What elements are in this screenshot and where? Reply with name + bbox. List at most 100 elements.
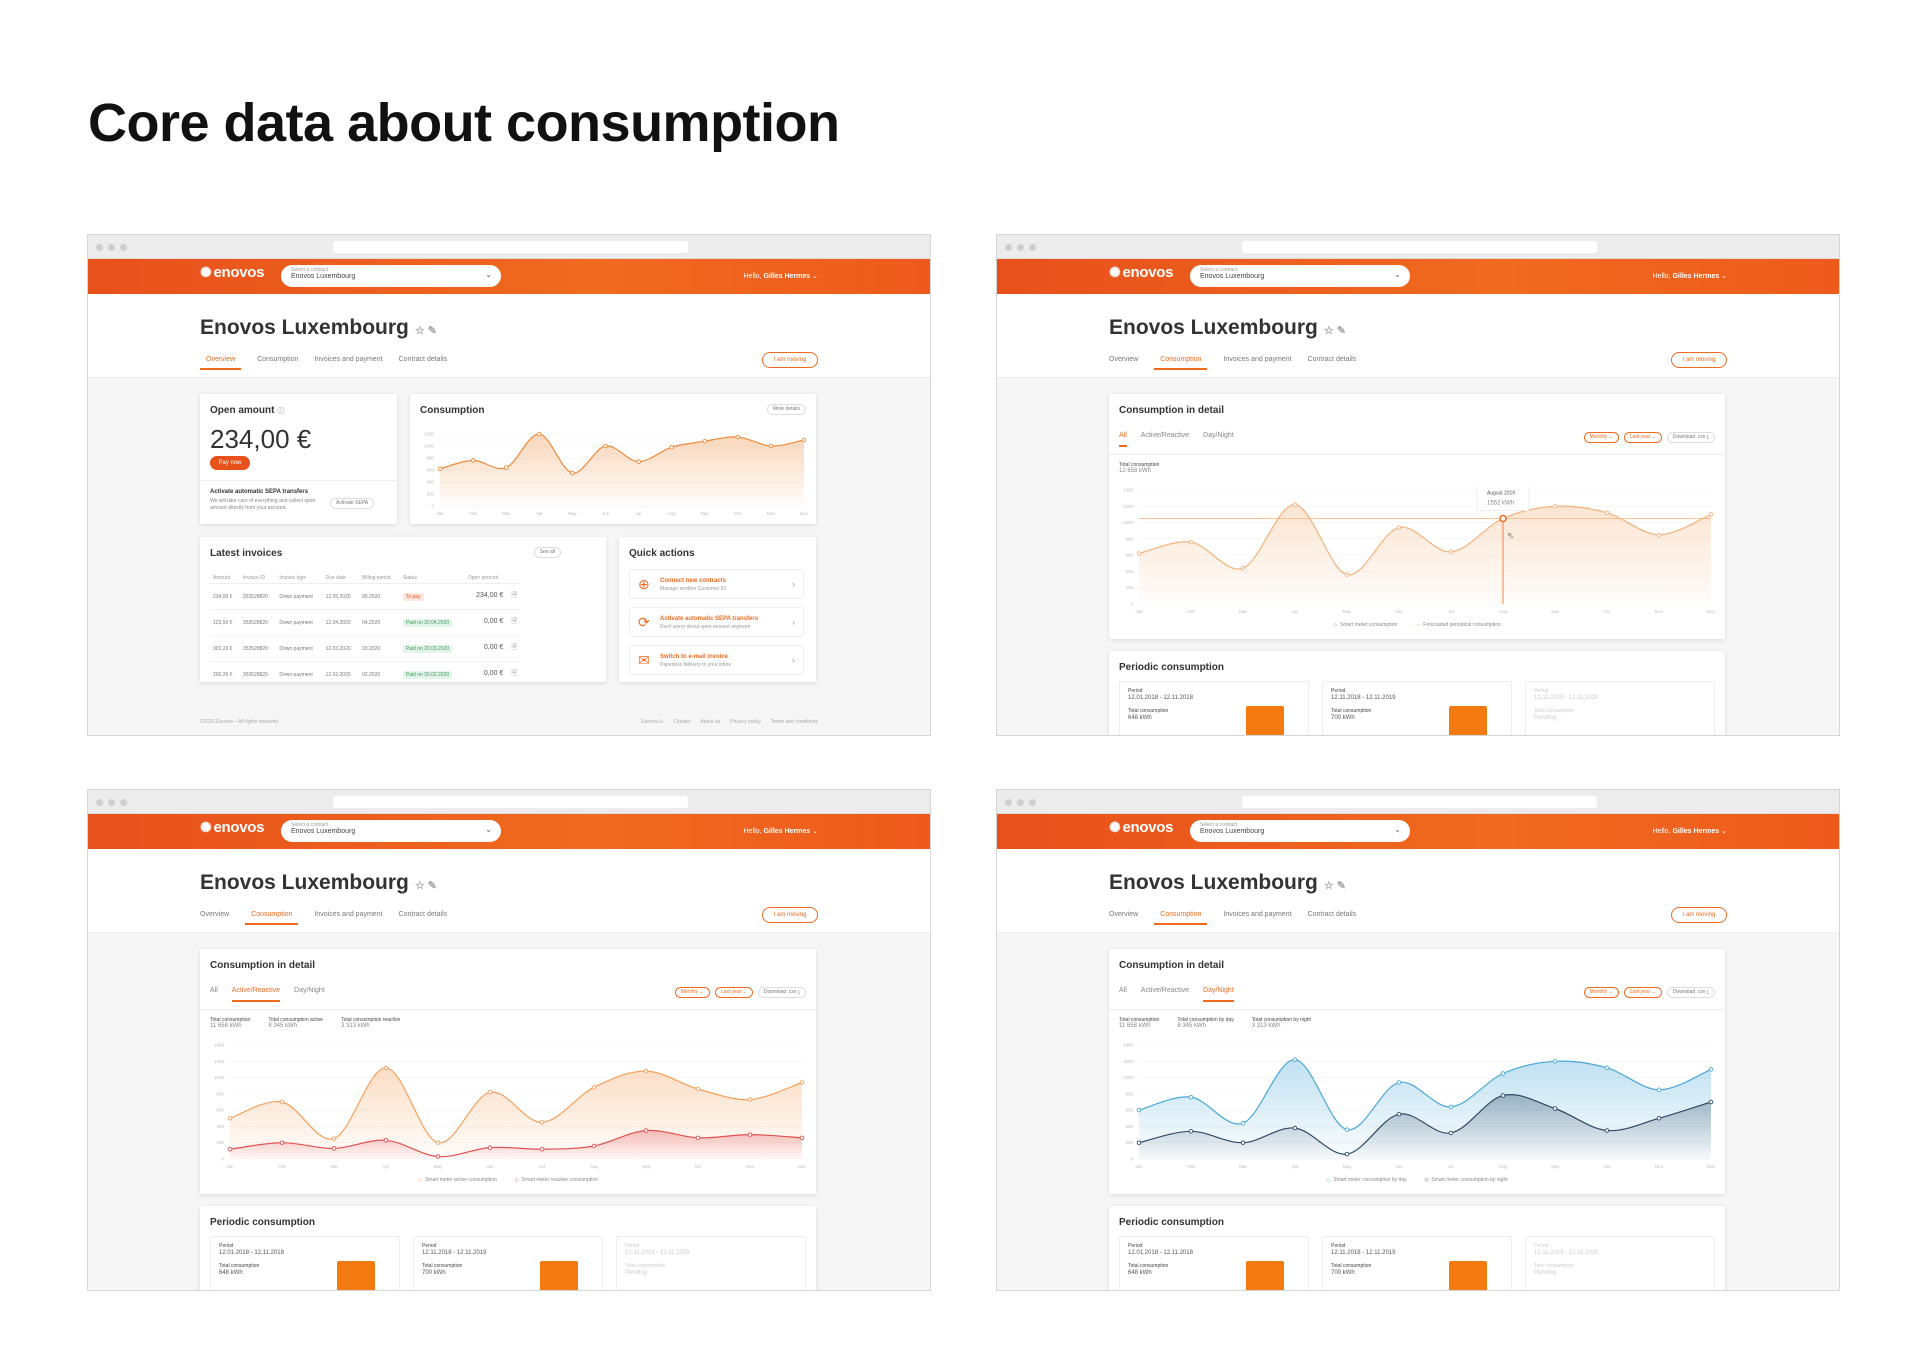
table-row[interactable]: 123,50 €353528820 Down payment 12.04.2020 0… bbox=[210, 609, 520, 636]
tab-contract-details[interactable]: Contract details bbox=[398, 911, 448, 918]
data-point[interactable] bbox=[1292, 1057, 1298, 1062]
data-point[interactable] bbox=[1240, 1120, 1246, 1126]
data-point[interactable] bbox=[331, 1136, 337, 1141]
tab-consumption[interactable]: Consumption bbox=[245, 911, 299, 925]
data-point[interactable] bbox=[435, 1140, 441, 1145]
data-point[interactable] bbox=[1708, 1067, 1714, 1072]
url-bar[interactable] bbox=[333, 796, 688, 808]
legend-item[interactable]: ◇ Smart meter consumption by day bbox=[1326, 1177, 1406, 1183]
window-dot-icon[interactable] bbox=[120, 244, 127, 251]
data-point[interactable] bbox=[669, 444, 674, 450]
data-point[interactable] bbox=[591, 1085, 597, 1090]
data-point[interactable] bbox=[1344, 572, 1350, 577]
data-point[interactable] bbox=[1708, 512, 1714, 517]
contract-select[interactable]: Select a contract Enovos Luxembourg ⌄ bbox=[1190, 265, 1410, 287]
monthly-select[interactable]: Monthly ⌄ bbox=[1583, 987, 1619, 998]
tab-consumption[interactable]: Consumption bbox=[257, 356, 299, 363]
subtab-active-reactive[interactable]: Active/Reactive bbox=[1140, 987, 1190, 994]
column-header[interactable]: Status bbox=[399, 573, 465, 584]
enovos-logo[interactable]: ✺ enovos bbox=[200, 819, 264, 836]
data-point[interactable] bbox=[1344, 1127, 1350, 1132]
activate-sepa-button[interactable]: Activate SEPA bbox=[330, 498, 375, 509]
legend-item[interactable]: ◇ Smart meter reactive consumption bbox=[515, 1177, 598, 1183]
window-dot-icon[interactable] bbox=[96, 244, 103, 251]
legend-item[interactable]: — Forecasted periodical consumption bbox=[1415, 622, 1501, 628]
data-point[interactable] bbox=[1604, 1065, 1610, 1071]
download-csv-button[interactable]: Download .csv ⤓ bbox=[1666, 987, 1715, 998]
table-row[interactable]: 301,23 €353528820 Down payment 12.03.2020 0… bbox=[210, 635, 520, 662]
contract-select[interactable]: Select a contract Enovos Luxembourg ⌄ bbox=[1190, 820, 1410, 842]
footer-link[interactable]: Enovos.lu bbox=[641, 719, 664, 725]
tab-invoices-and-payment[interactable]: Invoices and payment bbox=[314, 356, 383, 363]
star-icon[interactable]: ☆ bbox=[414, 325, 425, 337]
data-point[interactable] bbox=[1552, 1106, 1558, 1111]
url-bar[interactable] bbox=[1242, 796, 1597, 808]
pay-now-button[interactable]: Pay now bbox=[210, 456, 250, 470]
legend-item[interactable]: ◇ Smart meter consumption by night bbox=[1425, 1177, 1508, 1183]
data-point[interactable] bbox=[1656, 1116, 1662, 1121]
period-card[interactable]: Period 12.11.2019 - 12.11.2020 Total consu… bbox=[1525, 681, 1715, 735]
table-row[interactable]: 200,26 €353528820 Down payment 12.02.2020 0… bbox=[210, 661, 520, 688]
tab-invoices-and-payment[interactable]: Invoices and payment bbox=[1223, 911, 1292, 918]
data-point[interactable] bbox=[383, 1138, 389, 1143]
data-point[interactable] bbox=[1656, 532, 1662, 538]
data-point[interactable] bbox=[1292, 1125, 1298, 1131]
period-card[interactable]: Period 12.01.2018 - 12.11.2018 Total consu… bbox=[1119, 681, 1309, 735]
data-point[interactable] bbox=[643, 1128, 649, 1133]
data-point[interactable] bbox=[799, 1135, 805, 1141]
data-point[interactable] bbox=[1188, 1129, 1194, 1134]
tab-contract-details[interactable]: Contract details bbox=[1307, 356, 1357, 363]
legend-item[interactable]: ◇ Smart meter consumption bbox=[1333, 622, 1397, 628]
column-header[interactable]: Invoice ID bbox=[239, 573, 277, 584]
data-point[interactable] bbox=[279, 1099, 285, 1105]
quick-action-item[interactable]: ⊕ Connect new contracts Manage another Cus… bbox=[629, 569, 804, 599]
period-card[interactable]: Period 12.01.2018 - 12.11.2018 Total consu… bbox=[1119, 1236, 1309, 1290]
period-card[interactable]: Period 12.11.2019 - 12.11.2020 Total consu… bbox=[616, 1236, 806, 1290]
data-point[interactable] bbox=[695, 1135, 701, 1141]
edit-icon[interactable]: ✎ bbox=[1336, 880, 1346, 892]
window-dot-icon[interactable] bbox=[108, 799, 115, 806]
data-point[interactable] bbox=[470, 458, 476, 463]
column-header[interactable]: Billing period bbox=[359, 573, 400, 584]
data-point[interactable] bbox=[1188, 1094, 1194, 1100]
data-point[interactable] bbox=[735, 434, 741, 440]
subtab-active-reactive[interactable]: Active/Reactive bbox=[231, 987, 281, 1002]
data-point[interactable] bbox=[331, 1146, 337, 1151]
data-point[interactable] bbox=[1136, 1140, 1142, 1145]
legend-item[interactable]: ◇ Smart meter active consumption bbox=[418, 1177, 497, 1183]
see-all-button[interactable]: See all bbox=[533, 547, 561, 558]
i-am-moving-button[interactable]: I am moving bbox=[1671, 352, 1727, 368]
data-point[interactable] bbox=[768, 443, 774, 449]
monthly-select[interactable]: Monthly ⌄ bbox=[1583, 432, 1619, 443]
data-point[interactable] bbox=[643, 1068, 649, 1074]
period-select[interactable]: Last year ⌄ bbox=[714, 987, 753, 998]
data-point[interactable] bbox=[1656, 1087, 1662, 1093]
data-point[interactable] bbox=[1708, 1099, 1714, 1105]
edit-icon[interactable]: ✎ bbox=[427, 880, 437, 892]
data-point[interactable] bbox=[539, 1146, 545, 1152]
subtab-day-night[interactable]: Day/Night bbox=[1203, 432, 1234, 439]
document-icon[interactable]: 🗎 bbox=[511, 644, 517, 651]
period-card[interactable]: Period 12.11.2018 - 12.11.2019 Total consu… bbox=[413, 1236, 603, 1290]
tab-overview[interactable]: Overview bbox=[1109, 911, 1139, 918]
url-bar[interactable] bbox=[1242, 241, 1597, 253]
tab-consumption[interactable]: Consumption bbox=[1154, 356, 1208, 370]
window-dot-icon[interactable] bbox=[1005, 244, 1012, 251]
user-menu[interactable]: Hello, Gilles Hermes ⌄ bbox=[1653, 827, 1727, 835]
data-point[interactable] bbox=[1188, 539, 1194, 545]
column-header[interactable]: Invoice type bbox=[276, 573, 323, 584]
tab-overview[interactable]: Overview bbox=[200, 356, 242, 370]
data-point[interactable] bbox=[437, 466, 443, 472]
url-bar[interactable] bbox=[333, 241, 688, 253]
data-point[interactable] bbox=[591, 1143, 597, 1149]
window-dot-icon[interactable] bbox=[1029, 244, 1036, 251]
subtab-all[interactable]: All bbox=[210, 987, 218, 994]
period-select[interactable]: Last year ⌄ bbox=[1623, 432, 1662, 443]
i-am-moving-button[interactable]: I am moving bbox=[1671, 907, 1727, 923]
info-icon[interactable]: ⓘ bbox=[277, 408, 285, 415]
period-card[interactable]: Period 12.11.2018 - 12.11.2019 Total consu… bbox=[1322, 1236, 1512, 1290]
subtab-day-night[interactable]: Day/Night bbox=[294, 987, 325, 994]
data-point[interactable] bbox=[1344, 1151, 1350, 1157]
data-point[interactable] bbox=[636, 459, 641, 464]
tab-contract-details[interactable]: Contract details bbox=[1307, 911, 1357, 918]
